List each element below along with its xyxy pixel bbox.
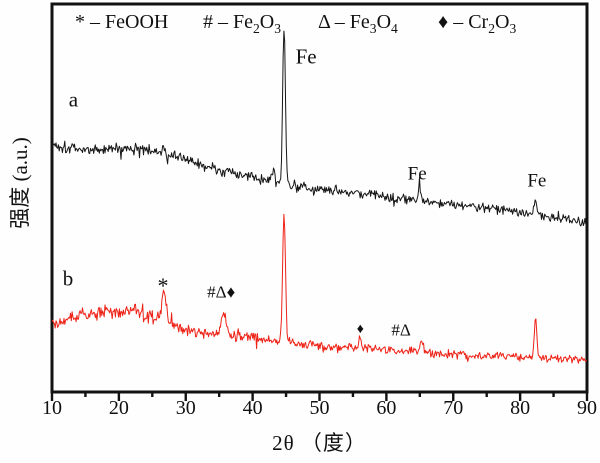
x-tick-label-50: 50 [309,397,330,419]
curve-b-label: b [62,266,74,291]
x-tick-label-20: 20 [108,397,129,419]
x-tick-label-80: 80 [510,397,531,419]
mixed-peak-label: #Δ♦ [207,282,236,302]
x-tick-label-30: 30 [175,397,196,419]
legend-item-fe2o3: # – Fe2O3 [203,11,282,36]
curve-a-label: a [68,87,79,112]
legend-item-feooh: * – FeOOH [75,11,169,33]
x-tick-label-90: 90 [577,397,597,419]
legend-item-cr2o3: ♦ – Cr2O3 [438,11,517,36]
fe-peak3-label: Fe [527,170,547,192]
legend-item-fe3o4: Δ – Fe3O4 [318,11,398,36]
cr2o3-peak-label: ♦ [356,322,364,337]
fe-peak2-label: Fe [407,163,427,185]
feooh-peak-label: * [157,273,169,298]
x-tick-label-10: 10 [42,397,62,419]
xrd-series-a [51,30,587,227]
plot-frame [50,2,589,394]
x-tick-label-60: 60 [376,397,397,419]
fe2o3-fe3o4-label: #Δ [391,320,411,340]
xrd-series-b [51,213,587,364]
x-tick-label-70: 70 [443,397,464,419]
fe-main-peak-label: Fe [295,44,317,69]
y-axis-title: 强度 (a.u.) [8,137,32,229]
x-tick-label-40: 40 [242,397,263,419]
x-axis-title: 2θ （度） [272,431,367,455]
